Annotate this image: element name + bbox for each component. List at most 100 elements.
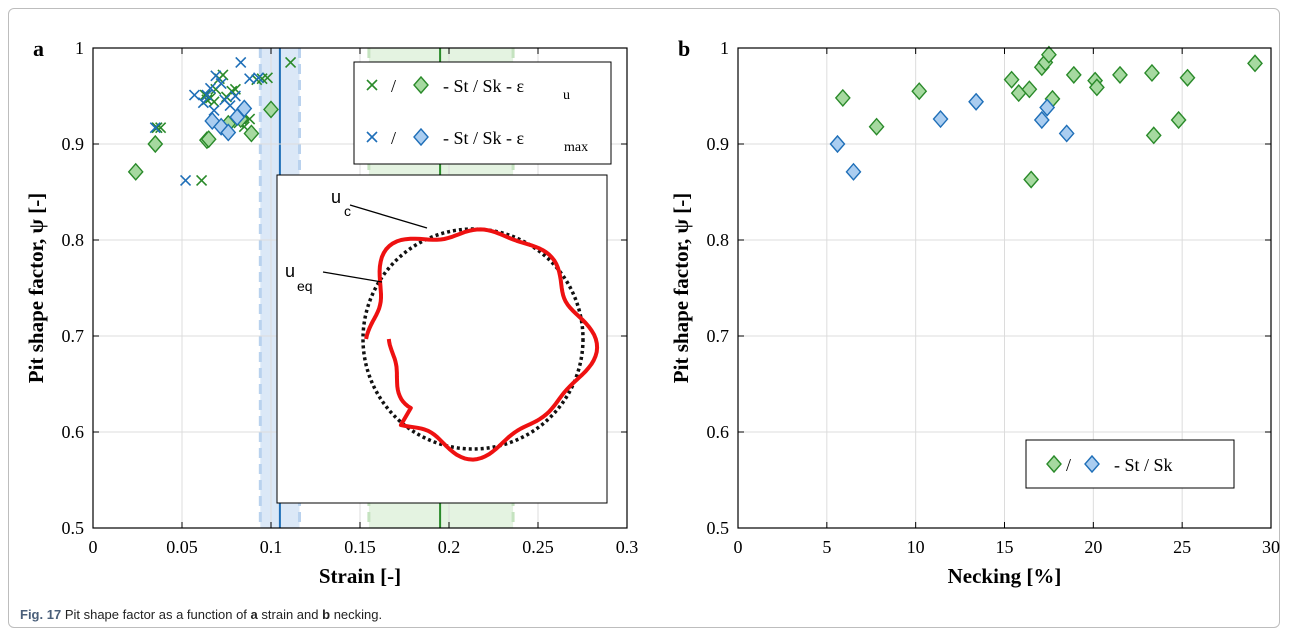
x-axis-label: Necking [%]	[948, 564, 1062, 588]
pit-contour	[364, 227, 600, 462]
x-stroke	[244, 73, 256, 85]
diamond-marker	[1021, 80, 1038, 99]
series-st	[834, 45, 1263, 189]
axes-box	[92, 47, 628, 529]
x-marker	[204, 82, 217, 94]
x-marker	[155, 122, 167, 134]
x-stroke	[244, 113, 256, 125]
figure-caption: Fig. 17 Pit shape factor as a function o…	[20, 607, 382, 622]
diamond-marker	[911, 82, 928, 101]
inset-label-uc: u	[331, 187, 341, 207]
x-marker	[179, 174, 192, 187]
y-axis-label: Pit shape factor, ψ [-]	[24, 193, 48, 383]
x-stroke	[197, 97, 209, 109]
caption-pre: Pit shape factor as a function of	[64, 607, 247, 622]
diamond-marker	[147, 134, 164, 154]
legend-x-marker	[366, 79, 378, 91]
x-marker	[252, 72, 265, 84]
leader-line	[349, 204, 428, 229]
diamond-marker	[1088, 78, 1105, 97]
diamond-marker	[1170, 110, 1187, 130]
y-tick-label: 0.7	[62, 326, 85, 346]
diamond-marker	[127, 162, 144, 181]
panel-b: 0 5 10 15 20 25 30 0.5 0.6 0.7 0.8 0.9 1 Necking [%] P…	[669, 36, 1280, 588]
legend: / - St / Sk - ε u / - St / Sk - ε max	[353, 61, 612, 165]
diamond-marker	[243, 124, 260, 143]
x-stroke	[224, 100, 236, 112]
diamond-marker	[263, 100, 279, 119]
caption-mid: strain and	[261, 607, 319, 622]
legend-sep: /	[391, 76, 396, 96]
inset-label-ueq: u	[285, 261, 295, 281]
caption-end: necking.	[333, 607, 383, 622]
x-tick-label: 0.3	[616, 537, 639, 557]
x-marker	[201, 89, 213, 101]
x-tick-label: 0.15	[344, 537, 376, 557]
y-tick-label: 0.6	[707, 422, 730, 442]
inset-label-ueq-sub: eq	[297, 278, 313, 294]
x-marker	[196, 174, 208, 187]
x-marker	[188, 89, 201, 101]
diamond-marker	[932, 109, 949, 129]
x-tick-label: 0.25	[522, 537, 554, 557]
axes-box	[737, 47, 1272, 529]
diamond-marker	[834, 88, 851, 107]
figure-canvas: 0 0.05 0.1 0.15 0.2 0.25 0.3 0.5 0.6 0.7 0.8 0.9 1 St…	[24, 36, 1280, 588]
x-stroke	[201, 89, 213, 101]
x-marker	[224, 100, 236, 112]
x-stroke	[179, 174, 192, 187]
x-marker	[197, 97, 209, 109]
x-stroke	[196, 174, 208, 187]
x-marker	[151, 122, 163, 134]
x-tick-label: 0.1	[260, 537, 283, 557]
diamond-marker	[1179, 68, 1196, 87]
diamond-marker	[845, 162, 862, 181]
x-stroke	[238, 121, 250, 133]
x-stroke	[215, 77, 227, 90]
y-tick-label: 0.9	[62, 134, 85, 154]
diamond-marker	[1247, 54, 1263, 73]
leader-line	[322, 271, 383, 283]
legend-x-marker	[366, 131, 378, 143]
series-st-max	[149, 56, 265, 187]
diamond-marker	[200, 130, 217, 149]
y-axis-label: Pit shape factor, ψ [-]	[669, 193, 693, 383]
diamond-marker	[1112, 65, 1128, 84]
legend-label: - St / Sk - ε	[443, 128, 525, 148]
legend-sep: /	[391, 128, 396, 148]
x-axis-label: Strain [-]	[319, 564, 401, 588]
y-tick-label: 0.8	[62, 230, 85, 250]
diamond-marker	[1003, 70, 1020, 89]
y-tick-label: 1	[720, 38, 729, 58]
diamond-marker	[220, 123, 237, 142]
legend-diamond-marker	[1046, 454, 1062, 474]
figure-frame	[8, 8, 1280, 628]
panel-letter: b	[678, 36, 690, 61]
x-tick-label: 30	[1262, 537, 1280, 557]
caption-label: Fig. 17	[20, 607, 62, 622]
diamond-marker	[968, 92, 985, 111]
x-tick-label: 0	[734, 537, 743, 557]
y-tick-label: 0.5	[62, 518, 85, 538]
legend-subscript: max	[564, 140, 588, 155]
panel-letter: a	[33, 36, 44, 61]
x-stroke	[219, 94, 231, 106]
inset-box	[276, 174, 608, 504]
x-tick-label: 0	[89, 537, 98, 557]
x-stroke	[199, 89, 211, 101]
x-stroke	[229, 90, 241, 102]
caption-b: b	[322, 607, 331, 622]
legend-diamond-marker	[413, 127, 429, 147]
x-stroke	[151, 122, 163, 134]
x-tick-label: 5	[822, 537, 831, 557]
legend-label: - St / Sk - ε	[443, 76, 525, 96]
x-marker	[149, 122, 161, 134]
x-stroke	[252, 72, 265, 84]
legend-sep: /	[1066, 455, 1071, 475]
x-stroke	[208, 96, 220, 108]
legend: / - St / Sk	[1025, 439, 1235, 489]
diamond-marker	[1033, 110, 1050, 130]
x-stroke	[261, 72, 274, 84]
panel-a: 0 0.05 0.1 0.15 0.2 0.25 0.3 0.5 0.6 0.7 0.8 0.9 1 St…	[24, 36, 638, 588]
